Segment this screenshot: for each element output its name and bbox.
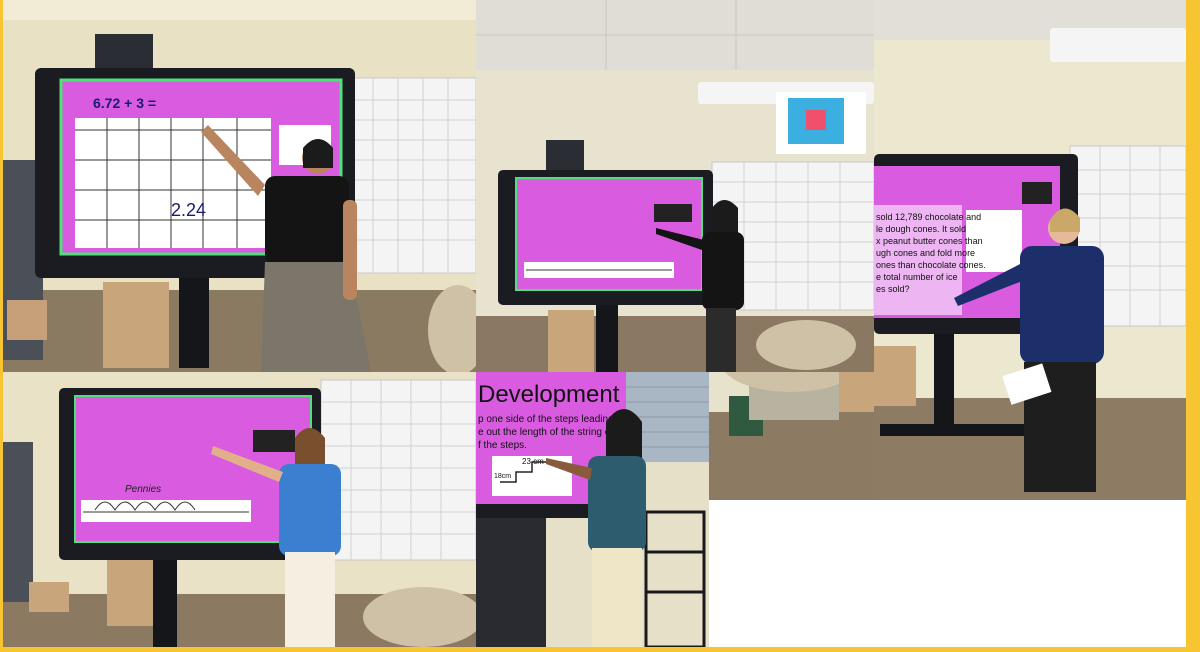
slide-instructions: p one side of the steps leading to e out… — [478, 414, 625, 451]
svg-text:es sold?: es sold? — [876, 284, 910, 294]
photo-teacher-development-slide: Development p one side of the steps lead… — [476, 372, 709, 647]
svg-text:x peanut butter cones than: x peanut butter cones than — [876, 236, 983, 246]
photo-teacher-place-value-chart: 6.72 + 3 = 2.24 — [3, 0, 476, 372]
svg-text:le dough cones. It sold: le dough cones. It sold — [876, 224, 966, 234]
svg-text:p one side of the steps leadin: p one side of the steps leading to — [478, 414, 625, 425]
board-answer: 2.24 — [171, 200, 206, 220]
board-equation: 6.72 + 3 = — [93, 95, 156, 111]
svg-text:sold 12,789 chocolate and: sold 12,789 chocolate and — [876, 212, 981, 222]
board-word: Pennies — [125, 484, 161, 495]
board-problem-text: sold 12,789 chocolate and le dough cones… — [876, 212, 986, 294]
svg-text:f the steps.: f the steps. — [478, 440, 527, 451]
photo-teacher-number-line — [476, 0, 874, 372]
svg-text:e out the length of the string: e out the length of the string of — [478, 427, 613, 438]
svg-text:ugh cones and fold more: ugh cones and fold more — [876, 248, 975, 258]
svg-text:ones than chocolate cones.: ones than chocolate cones. — [876, 260, 986, 270]
measure-side: 18cm — [494, 473, 511, 480]
svg-text:e total number of ice: e total number of ice — [876, 272, 958, 282]
photo-teacher-ice-cream-problem: sold 12,789 chocolate and le dough cones… — [874, 0, 1186, 500]
photo-classroom-corner — [709, 372, 874, 500]
slide-title: Development — [478, 381, 620, 408]
collage-sheet: 6.72 + 3 = 2.24 — [3, 0, 1186, 647]
photo-teacher-jumps-number-line: Pennies — [3, 372, 476, 647]
measure-top: 23 cm — [522, 457, 544, 466]
